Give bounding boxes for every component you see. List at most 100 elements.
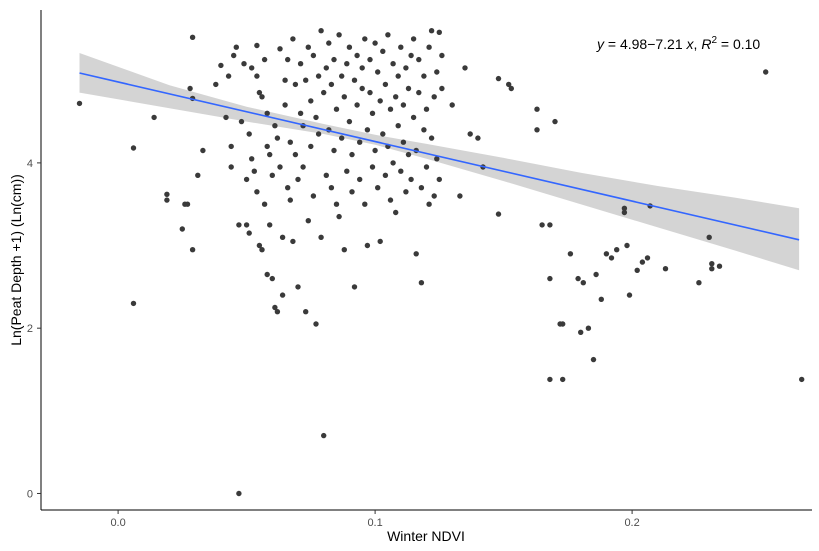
data-point: [264, 143, 270, 150]
data-point: [151, 114, 157, 121]
data-point: [495, 75, 502, 82]
data-point: [377, 98, 383, 104]
data-point: [560, 376, 566, 383]
data-point: [315, 131, 322, 137]
data-point: [428, 28, 435, 34]
data-point: [282, 77, 288, 83]
data-point: [189, 34, 196, 40]
data-point: [295, 176, 301, 183]
data-point: [436, 29, 442, 35]
data-point: [297, 110, 304, 117]
data-points-layer: [76, 28, 805, 497]
data-point: [416, 56, 422, 63]
data-point: [287, 139, 293, 145]
data-point: [375, 69, 381, 75]
data-point: [354, 52, 360, 59]
confidence-band-layer: [79, 53, 800, 271]
data-point: [76, 100, 83, 107]
data-point: [457, 193, 463, 199]
data-point: [639, 259, 646, 265]
data-point: [331, 147, 337, 154]
data-point: [292, 81, 299, 88]
eq-x-symbol: x: [686, 36, 695, 52]
data-point: [303, 77, 309, 83]
data-point: [228, 164, 234, 170]
data-point: [277, 164, 283, 170]
data-point: [359, 85, 365, 92]
data-point: [362, 36, 368, 42]
data-point: [547, 275, 553, 282]
data-point: [349, 151, 355, 158]
data-point: [547, 376, 553, 383]
data-point: [251, 168, 257, 174]
data-point: [421, 127, 427, 133]
data-point: [382, 81, 389, 88]
data-point: [261, 201, 268, 207]
data-point: [333, 106, 340, 112]
data-point: [395, 73, 401, 79]
data-point: [254, 42, 260, 49]
regression-line-layer: [79, 72, 800, 241]
data-point: [264, 110, 270, 117]
data-point: [346, 44, 353, 50]
data-point: [323, 65, 329, 71]
data-point: [436, 176, 442, 183]
data-point: [357, 139, 363, 145]
data-point: [313, 321, 319, 327]
data-point: [706, 234, 712, 240]
data-point: [236, 222, 242, 228]
data-point: [418, 280, 425, 286]
data-point: [359, 65, 365, 71]
data-point: [328, 185, 335, 191]
data-point: [310, 52, 317, 59]
confidence-band: [79, 53, 800, 271]
data-point: [423, 164, 430, 170]
data-point: [634, 267, 640, 273]
data-point: [341, 94, 347, 100]
data-point: [223, 114, 229, 121]
data-point: [233, 44, 239, 50]
data-point: [238, 118, 245, 125]
data-point: [377, 238, 383, 245]
data-point: [305, 218, 311, 224]
data-point: [590, 356, 597, 363]
data-point: [423, 106, 430, 112]
x-tick-label: 0.0: [110, 517, 125, 529]
data-point: [644, 255, 651, 261]
data-point: [243, 222, 250, 228]
data-point: [349, 189, 355, 195]
data-point: [130, 145, 137, 151]
data-point: [308, 98, 314, 104]
data-point: [709, 261, 715, 267]
data-point: [560, 321, 566, 327]
regression-line: [79, 72, 800, 241]
data-point: [428, 135, 435, 141]
data-point: [259, 247, 265, 253]
data-point: [403, 65, 409, 71]
data-point: [709, 266, 715, 272]
data-point: [426, 44, 432, 50]
data-point: [354, 102, 360, 108]
data-point: [387, 106, 394, 112]
data-point: [267, 222, 273, 228]
data-point: [228, 143, 234, 150]
data-point: [413, 251, 419, 257]
data-point: [272, 304, 278, 311]
data-point: [467, 131, 473, 137]
data-point: [369, 110, 376, 117]
data-point: [313, 114, 319, 121]
data-point: [405, 85, 412, 92]
data-point: [300, 164, 306, 170]
eq-r2-value: = 0.10: [717, 36, 760, 52]
data-point: [462, 65, 468, 71]
data-point: [369, 164, 376, 170]
data-point: [506, 81, 512, 88]
data-point: [189, 247, 196, 253]
data-point: [364, 242, 371, 249]
eq-r-symbol: R: [701, 36, 711, 52]
data-point: [351, 284, 358, 290]
data-point: [231, 52, 237, 59]
data-point: [398, 44, 404, 50]
data-point: [614, 247, 620, 253]
data-point: [333, 201, 340, 207]
